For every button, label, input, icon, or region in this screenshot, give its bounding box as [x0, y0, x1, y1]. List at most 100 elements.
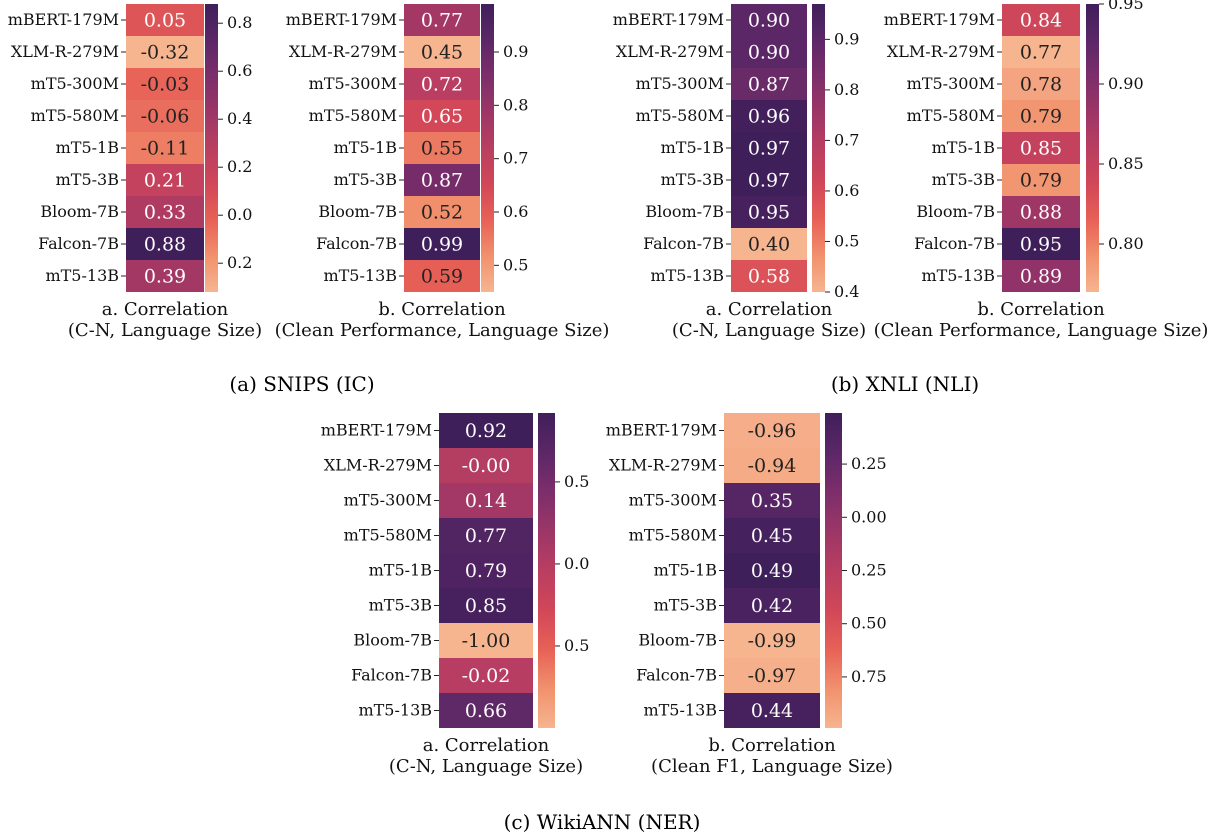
heatmap-cell: [404, 228, 480, 260]
colorbar: [481, 4, 494, 292]
model-label: mT5-13B: [921, 266, 995, 285]
model-label: Bloom-7B: [916, 202, 995, 221]
cell-value-label: 0.96: [748, 106, 790, 128]
model-label: mT5-580M: [309, 106, 397, 125]
heatmap-cell: [1002, 164, 1080, 196]
cell-value-label: 0.78: [1020, 74, 1062, 96]
cell-value-label: 0.33: [144, 202, 186, 224]
cell-value-label: 0.88: [1020, 202, 1062, 224]
cell-value-label: 0.79: [1020, 106, 1062, 128]
colorbar-tick-label: 0.8: [834, 80, 859, 99]
cell-value-label: -0.94: [748, 455, 797, 477]
colorbar-tick-label: 0.6: [503, 202, 528, 221]
model-label: mT5-1B: [661, 138, 724, 157]
model-label: mBERT-179M: [321, 421, 432, 440]
model-label: mT5-580M: [344, 526, 432, 545]
xlabel-line2: (Clean Performance, Language Size): [874, 320, 1209, 341]
heatmap-cell: [731, 196, 807, 228]
model-label: mT5-580M: [636, 106, 724, 125]
xlabel-line1: a. Correlation: [706, 299, 833, 320]
colorbar-tick-label: 0.00: [851, 507, 887, 526]
model-label: mT5-13B: [45, 266, 119, 285]
heatmap-cell: [1002, 132, 1080, 164]
cell-value-label: 0.49: [751, 560, 793, 582]
colorbar-tick-label: 0.5: [564, 472, 589, 491]
heatmap-cell: [1002, 36, 1080, 68]
cell-value-label: 0.55: [421, 138, 463, 160]
cell-value-label: 0.95: [748, 202, 790, 224]
cell-value-label: 0.65: [421, 106, 463, 128]
xlabel-line1: b. Correlation: [708, 735, 836, 756]
caption-xnli: (b) XNLI (NLI): [831, 372, 979, 396]
heatmap-panel-6: -0.96 mBERT-179M -0.94 XLM-R-279M 0.35 mT5-30…: [606, 413, 893, 777]
heatmap-cell: [439, 588, 533, 623]
heatmap-cell: [724, 518, 820, 553]
heatmap-cell: [724, 483, 820, 518]
model-label: mBERT-179M: [884, 10, 995, 29]
colorbar-tick-label: 0.8: [503, 95, 528, 114]
xlabel-line2: (Clean F1, Language Size): [651, 756, 893, 777]
model-label: mT5-300M: [31, 74, 119, 93]
model-label: mT5-300M: [309, 74, 397, 93]
cell-value-label: 0.66: [465, 700, 507, 722]
colorbar: [205, 4, 218, 292]
model-label: Falcon-7B: [38, 234, 119, 253]
cell-value-label: -0.99: [748, 630, 797, 652]
cell-value-label: 0.90: [748, 42, 790, 64]
xlabel-line2: (C-N, Language Size): [672, 320, 866, 341]
colorbar-tick-label: 0.95: [1108, 0, 1144, 13]
heatmap-cell: [439, 413, 533, 448]
model-label: Bloom-7B: [40, 202, 119, 221]
cell-value-label: 0.72: [421, 74, 463, 96]
model-label: mT5-300M: [629, 491, 717, 510]
heatmap-cell: [724, 588, 820, 623]
model-label: mBERT-179M: [286, 10, 397, 29]
model-label: mT5-3B: [932, 170, 995, 189]
model-label: XLM-R-279M: [609, 456, 717, 475]
heatmap-cell: [126, 100, 204, 132]
heatmap-cell: [404, 132, 480, 164]
heatmap-cell: [1002, 260, 1080, 292]
caption-snips: (a) SNIPS (IC): [229, 372, 374, 396]
model-label: mT5-13B: [323, 266, 397, 285]
model-label: Falcon-7B: [636, 666, 717, 685]
colorbar-tick-label: 0.75: [851, 667, 887, 686]
heatmap-cell: [731, 100, 807, 132]
colorbar-tick-label: 0.50: [851, 614, 887, 633]
heatmap-panel-1: 0.05 mBERT-179M -0.32 XLM-R-279M -0.03 mT5-30…: [8, 4, 262, 341]
model-label: Bloom-7B: [318, 202, 397, 221]
cell-value-label: -0.11: [141, 138, 190, 160]
cell-value-label: 0.79: [1020, 170, 1062, 192]
heatmap-cell: [126, 228, 204, 260]
colorbar-tick-label: 0.9: [834, 29, 859, 48]
cell-value-label: 0.85: [1020, 138, 1062, 160]
model-label: XLM-R-279M: [289, 42, 397, 61]
cell-value-label: 0.77: [421, 10, 463, 32]
cell-value-label: 0.97: [748, 170, 790, 192]
heatmap-cell: [724, 413, 820, 448]
model-label: mT5-3B: [56, 170, 119, 189]
colorbar-tick-label: 0.8: [227, 13, 252, 32]
colorbar-tick-label: 0.2: [227, 157, 252, 176]
heatmap-cell: [724, 693, 820, 728]
heatmap-cell: [1002, 4, 1080, 36]
cell-value-label: 0.84: [1020, 10, 1062, 32]
cell-value-label: 0.58: [748, 266, 790, 288]
heatmap-cell: [439, 658, 533, 693]
colorbar: [1086, 4, 1099, 292]
heatmap-cell: [724, 658, 820, 693]
cell-value-label: -0.02: [462, 665, 511, 687]
model-label: mT5-1B: [654, 561, 717, 580]
heatmap-cell: [126, 260, 204, 292]
cell-value-label: 0.90: [748, 10, 790, 32]
model-label: mT5-1B: [334, 138, 397, 157]
model-label: mBERT-179M: [8, 10, 119, 29]
heatmap-cell: [439, 518, 533, 553]
heatmap-cell: [439, 693, 533, 728]
xlabel-line2: (Clean Performance, Language Size): [275, 320, 610, 341]
model-label: mT5-580M: [629, 526, 717, 545]
cell-value-label: 0.39: [144, 266, 186, 288]
model-label: mT5-1B: [932, 138, 995, 157]
model-label: mT5-13B: [650, 266, 724, 285]
colorbar-tick-label: 0.80: [1108, 234, 1144, 253]
